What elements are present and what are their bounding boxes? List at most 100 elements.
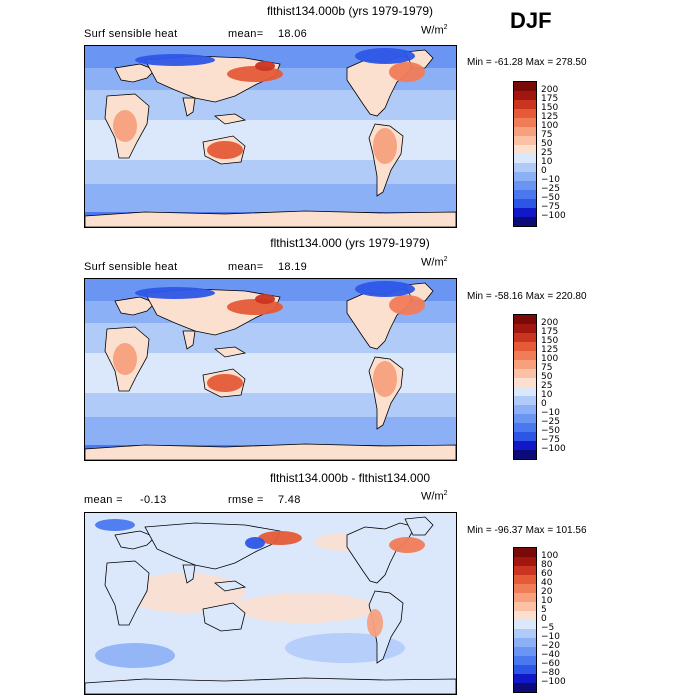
panel-1-title: flthist134.000b (yrs 1979-1979) (266, 4, 434, 18)
colorbar-swatch (514, 566, 536, 575)
landmass (144, 522, 281, 570)
colorbar-swatch (514, 387, 536, 396)
field-hotspot (255, 61, 275, 71)
colorbar-swatch (514, 378, 536, 387)
landmass (114, 530, 156, 550)
colorbar-swatch (514, 333, 536, 342)
colorbar-swatch (514, 351, 536, 360)
colorbar-swatch (514, 647, 536, 656)
landmass (182, 330, 196, 350)
field-hotspot (373, 361, 397, 397)
anomaly-patch (285, 633, 405, 663)
colorbar-swatch (514, 450, 536, 459)
panel-2-colorbar (513, 314, 537, 460)
landmass (346, 522, 416, 584)
field-hotspot (255, 294, 275, 304)
colorbar-swatch (514, 208, 536, 217)
panel-3-min-max: Min = -96.37 Max = 101.56 (467, 525, 587, 536)
colorbar-level-label: 25 (541, 381, 553, 391)
colorbar-level-label: 60 (541, 569, 553, 579)
colorbar-swatch (514, 638, 536, 647)
panel-2-variable-label: Surf sensible heat (84, 261, 178, 273)
colorbar-swatch (514, 414, 536, 423)
colorbar-level-label: −10 (541, 408, 560, 418)
colorbar-swatch (514, 118, 536, 127)
landmass (202, 602, 246, 632)
colorbar-swatch (514, 548, 536, 557)
field-hotspot (258, 531, 302, 545)
colorbar-swatch (514, 620, 536, 629)
panel-3-title: flthist134.000b - flthist134.000 (269, 471, 431, 485)
ocean-band (85, 417, 456, 445)
colorbar-swatch (514, 154, 536, 163)
panel-2-mean-label: mean= (228, 261, 264, 273)
colorbar-swatch (514, 584, 536, 593)
panel-3-units: W/m2 (421, 490, 448, 503)
colorbar-level-label: −75 (541, 435, 560, 445)
field-hotspot (95, 519, 135, 531)
panel-1-units: W/m2 (421, 24, 448, 37)
colorbar-level-label: 125 (541, 345, 559, 355)
landmass (182, 564, 196, 584)
panel-2-min-max: Min = -58.16 Max = 220.80 (467, 291, 587, 302)
colorbar-level-label: 25 (541, 148, 553, 158)
anomaly-patch (95, 643, 175, 668)
field-hotspot (113, 343, 137, 375)
landmass (213, 113, 247, 125)
colorbar-level-label: 100 (541, 551, 559, 561)
colorbar-swatch (514, 145, 536, 154)
colorbar-swatch (514, 181, 536, 190)
colorbar-level-label: 100 (541, 354, 559, 364)
landmass (114, 63, 156, 83)
landmass (404, 516, 434, 536)
landmass (85, 210, 456, 227)
panel-3-rmse-label: rmse = (228, 494, 264, 506)
field-hotspot (245, 537, 265, 549)
colorbar-level-label: −75 (541, 202, 560, 212)
field-hotspot (113, 110, 137, 142)
colorbar-swatch (514, 593, 536, 602)
colorbar-swatch (514, 611, 536, 620)
landmass (104, 560, 150, 626)
colorbar-swatch (514, 369, 536, 378)
colorbar-level-label: 40 (541, 578, 553, 588)
colorbar-level-label: −20 (541, 641, 560, 651)
colorbar-level-label: 175 (541, 94, 559, 104)
field-hotspot (373, 128, 397, 164)
colorbar-level-label: 150 (541, 336, 559, 346)
panel-3-mean-value: -0.13 (140, 494, 167, 506)
panel-1-map (84, 45, 457, 228)
colorbar-swatch (514, 656, 536, 665)
colorbar-level-label: −50 (541, 193, 560, 203)
colorbar-level-label: 0 (541, 614, 547, 624)
landmass (213, 580, 247, 592)
colorbar-level-label: 200 (541, 85, 559, 95)
colorbar-level-label: 20 (541, 587, 553, 597)
field-hotspot (355, 48, 415, 64)
colorbar-level-label: −5 (541, 623, 555, 633)
field-hotspot (355, 281, 415, 297)
colorbar-level-label: −100 (541, 677, 566, 687)
colorbar-swatch (514, 100, 536, 109)
panel-1-variable-label: Surf sensible heat (84, 28, 178, 40)
panel-3-rmse-value: 7.48 (278, 494, 301, 506)
panel-3-mean-label: mean = (84, 494, 123, 506)
colorbar-level-label: 5 (541, 605, 547, 615)
colorbar-swatch (514, 91, 536, 100)
colorbar-swatch (514, 315, 536, 324)
colorbar-level-label: 125 (541, 112, 559, 122)
colorbar-level-label: 75 (541, 363, 553, 373)
panel-1-mean-label: mean= (228, 28, 264, 40)
field-hotspot (389, 295, 425, 315)
colorbar-level-label: 75 (541, 130, 553, 140)
colorbar-swatch (514, 136, 536, 145)
colorbar-swatch (514, 557, 536, 566)
colorbar-swatch (514, 199, 536, 208)
colorbar-swatch (514, 575, 536, 584)
field-hotspot (135, 287, 215, 299)
colorbar-level-label: 10 (541, 157, 553, 167)
colorbar-swatch (514, 342, 536, 351)
panel-3-colorbar (513, 547, 537, 693)
colorbar-level-label: −80 (541, 668, 560, 678)
colorbar-level-label: 0 (541, 399, 547, 409)
